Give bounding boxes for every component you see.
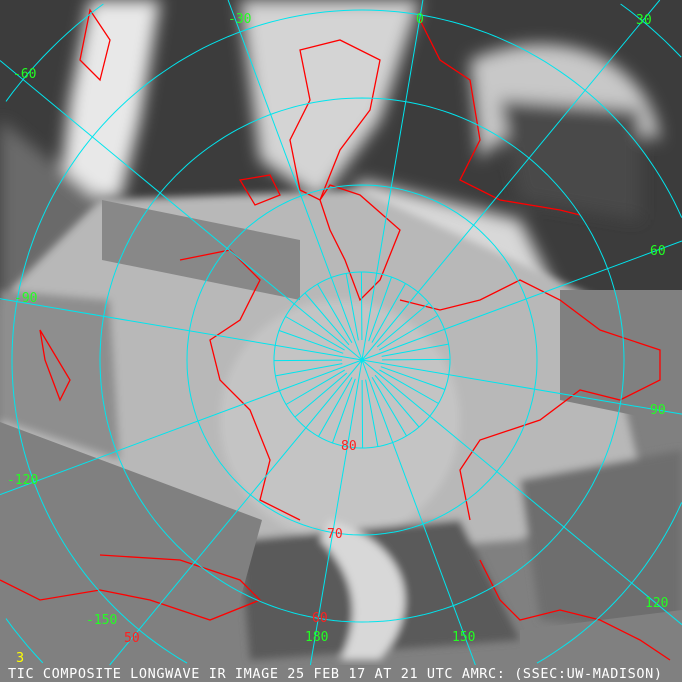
coast-uk — [79, 8, 111, 82]
latitude-circle — [99, 97, 625, 623]
meridian-line — [376, 302, 430, 348]
latitude-circle — [536, 502, 682, 664]
caption-bar — [0, 665, 682, 682]
no-data-swath — [102, 200, 300, 300]
longitude-label: 60 — [650, 244, 666, 259]
coast-scandinavia — [289, 39, 381, 201]
meridian-line — [285, 369, 345, 405]
meridian-line — [0, 359, 363, 496]
meridian-line — [309, 359, 363, 666]
meridian-line — [361, 359, 682, 626]
meridian-line — [361, 359, 476, 666]
longitude-label: -90 — [14, 291, 38, 306]
meridian-line — [371, 377, 407, 437]
meridian-line — [379, 369, 439, 404]
meridian-line — [317, 283, 353, 343]
coast-iceland — [238, 174, 281, 206]
meridian-line — [368, 276, 392, 342]
longitude-label: -30 — [228, 12, 252, 27]
meridian-line — [332, 378, 356, 444]
latitude-circle — [5, 3, 104, 102]
image-caption: TIC COMPOSITE LONGWAVE IR IMAGE 25 FEB 1… — [8, 666, 663, 682]
meridian-line — [227, 0, 363, 361]
latitude-circle — [620, 3, 682, 58]
latitude-circle — [186, 184, 538, 536]
meridian-line — [361, 240, 682, 361]
meridian-line — [374, 374, 420, 428]
meridian-line — [380, 366, 446, 390]
meridian-line — [273, 359, 343, 362]
meridian-line — [360, 271, 363, 341]
no-data-swath-left — [0, 422, 262, 665]
meridian-line — [304, 292, 350, 346]
meridian-line — [371, 283, 406, 343]
coast-hudson — [39, 329, 71, 402]
longitude-label: 180 — [305, 630, 329, 645]
longitude-label: 120 — [645, 596, 669, 611]
caption-marker: 3 — [16, 650, 25, 666]
coast-europe — [419, 19, 581, 216]
meridian-line — [361, 359, 682, 415]
no-data-swath-bottom — [520, 610, 682, 665]
longitude-label: 150 — [452, 630, 476, 645]
meridian-line — [275, 363, 343, 377]
meridian-line — [285, 316, 345, 351]
meridian-line — [0, 298, 363, 361]
latitude-circle — [11, 9, 682, 664]
meridian-line — [0, 60, 363, 361]
graticule — [0, 0, 682, 666]
meridian-line — [361, 0, 661, 361]
latitude-label: 60 — [312, 611, 328, 626]
meridian-line — [345, 273, 359, 341]
meridian-line — [318, 377, 353, 437]
longitude-label: 0 — [416, 12, 424, 27]
latitude-circle — [273, 271, 451, 449]
longitude-label: 90 — [650, 403, 666, 418]
meridian-line — [361, 0, 424, 361]
meridian-line — [381, 358, 451, 361]
coastlines — [0, 8, 671, 661]
coast-greenland — [319, 184, 401, 302]
latitude-label: 50 — [124, 631, 140, 646]
longitude-label: 30 — [636, 13, 652, 28]
meridian-line — [294, 372, 348, 418]
coast-kamchatka — [479, 559, 671, 661]
meridian-line — [379, 315, 439, 351]
meridian-line — [381, 343, 449, 357]
coast-canada-archipelago — [179, 249, 301, 521]
longitude-label: -150 — [86, 613, 118, 628]
coast-siberia — [399, 279, 661, 521]
meridian-line — [361, 379, 364, 449]
longitude-label: -60 — [13, 67, 37, 82]
latitude-circle — [5, 618, 44, 664]
latitude-label: 70 — [327, 527, 343, 542]
meridian-line — [109, 359, 363, 666]
latitude-label: 80 — [341, 439, 357, 454]
meridian-line — [278, 330, 344, 354]
meridian-line — [365, 379, 379, 447]
longitude-label: -120 — [7, 473, 39, 488]
no-data-swath-right — [560, 290, 682, 425]
coast-alaska — [0, 554, 262, 621]
